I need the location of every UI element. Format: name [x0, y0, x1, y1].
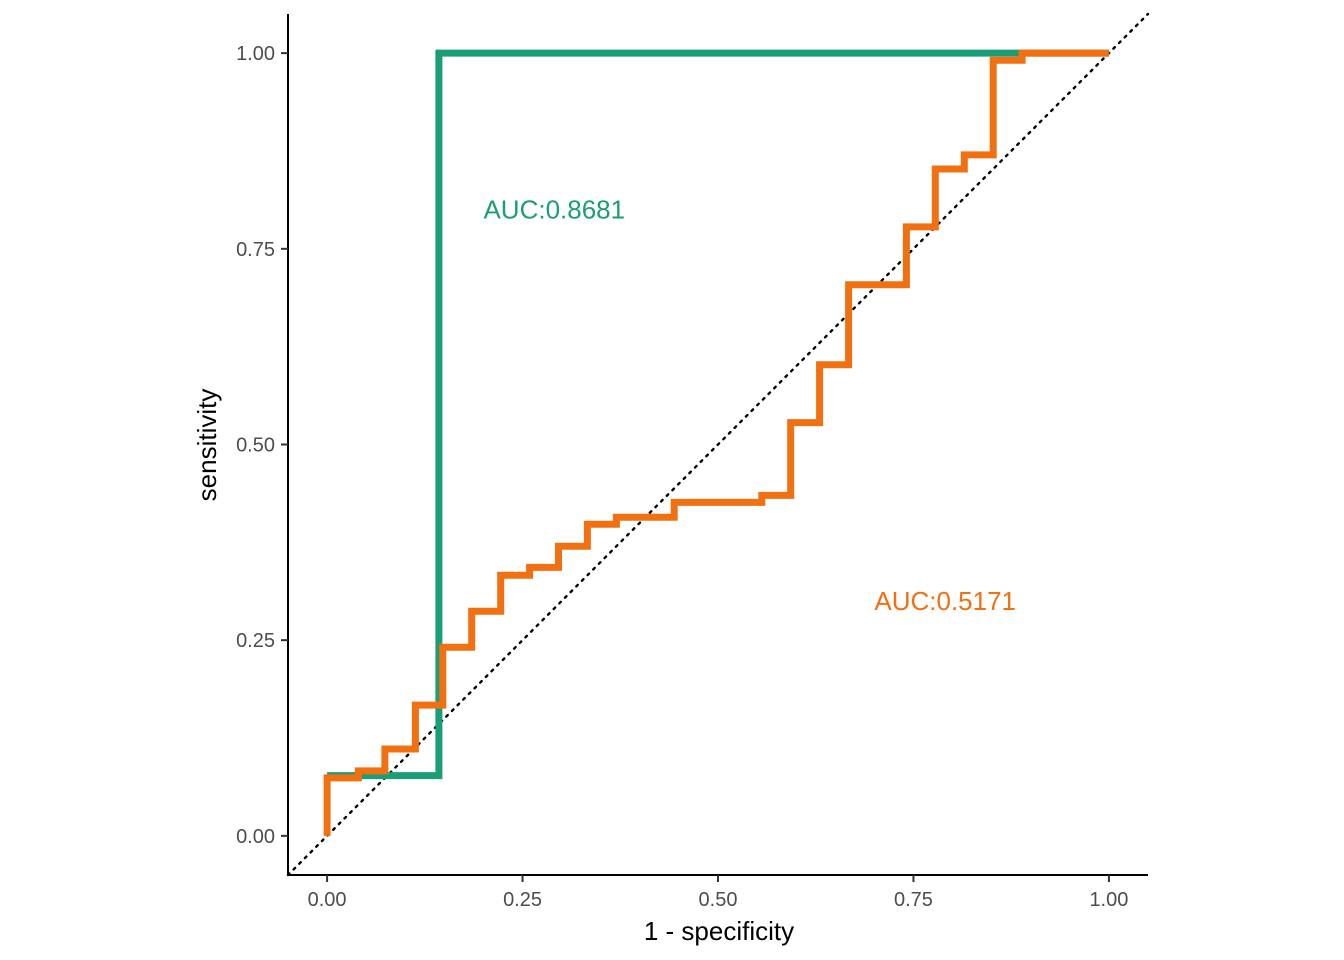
y-tick-label: 0.50	[236, 435, 275, 457]
y-tick-label: 0.00	[236, 826, 275, 848]
x-tick-label: 1.00	[1089, 889, 1128, 911]
auc-annotation-2: AUC:0.5171	[874, 586, 1016, 616]
x-tick-label: 0.75	[894, 889, 933, 911]
y-tick-label: 0.75	[236, 239, 275, 261]
x-tick-label: 0.00	[308, 889, 347, 911]
x-tick-label: 0.25	[503, 889, 542, 911]
x-tick-label: 0.50	[699, 889, 738, 911]
reference-diagonal-line	[286, 12, 1150, 877]
y-tick-label: 1.00	[236, 43, 275, 65]
y-tick-label: 0.25	[236, 630, 275, 652]
auc-annotation-1: AUC:0.8681	[483, 195, 625, 225]
x-axis-title: 1 - specificity	[644, 916, 794, 946]
roc-curve-2	[323, 49, 1109, 836]
y-axis-title: sensitivity	[192, 389, 222, 502]
